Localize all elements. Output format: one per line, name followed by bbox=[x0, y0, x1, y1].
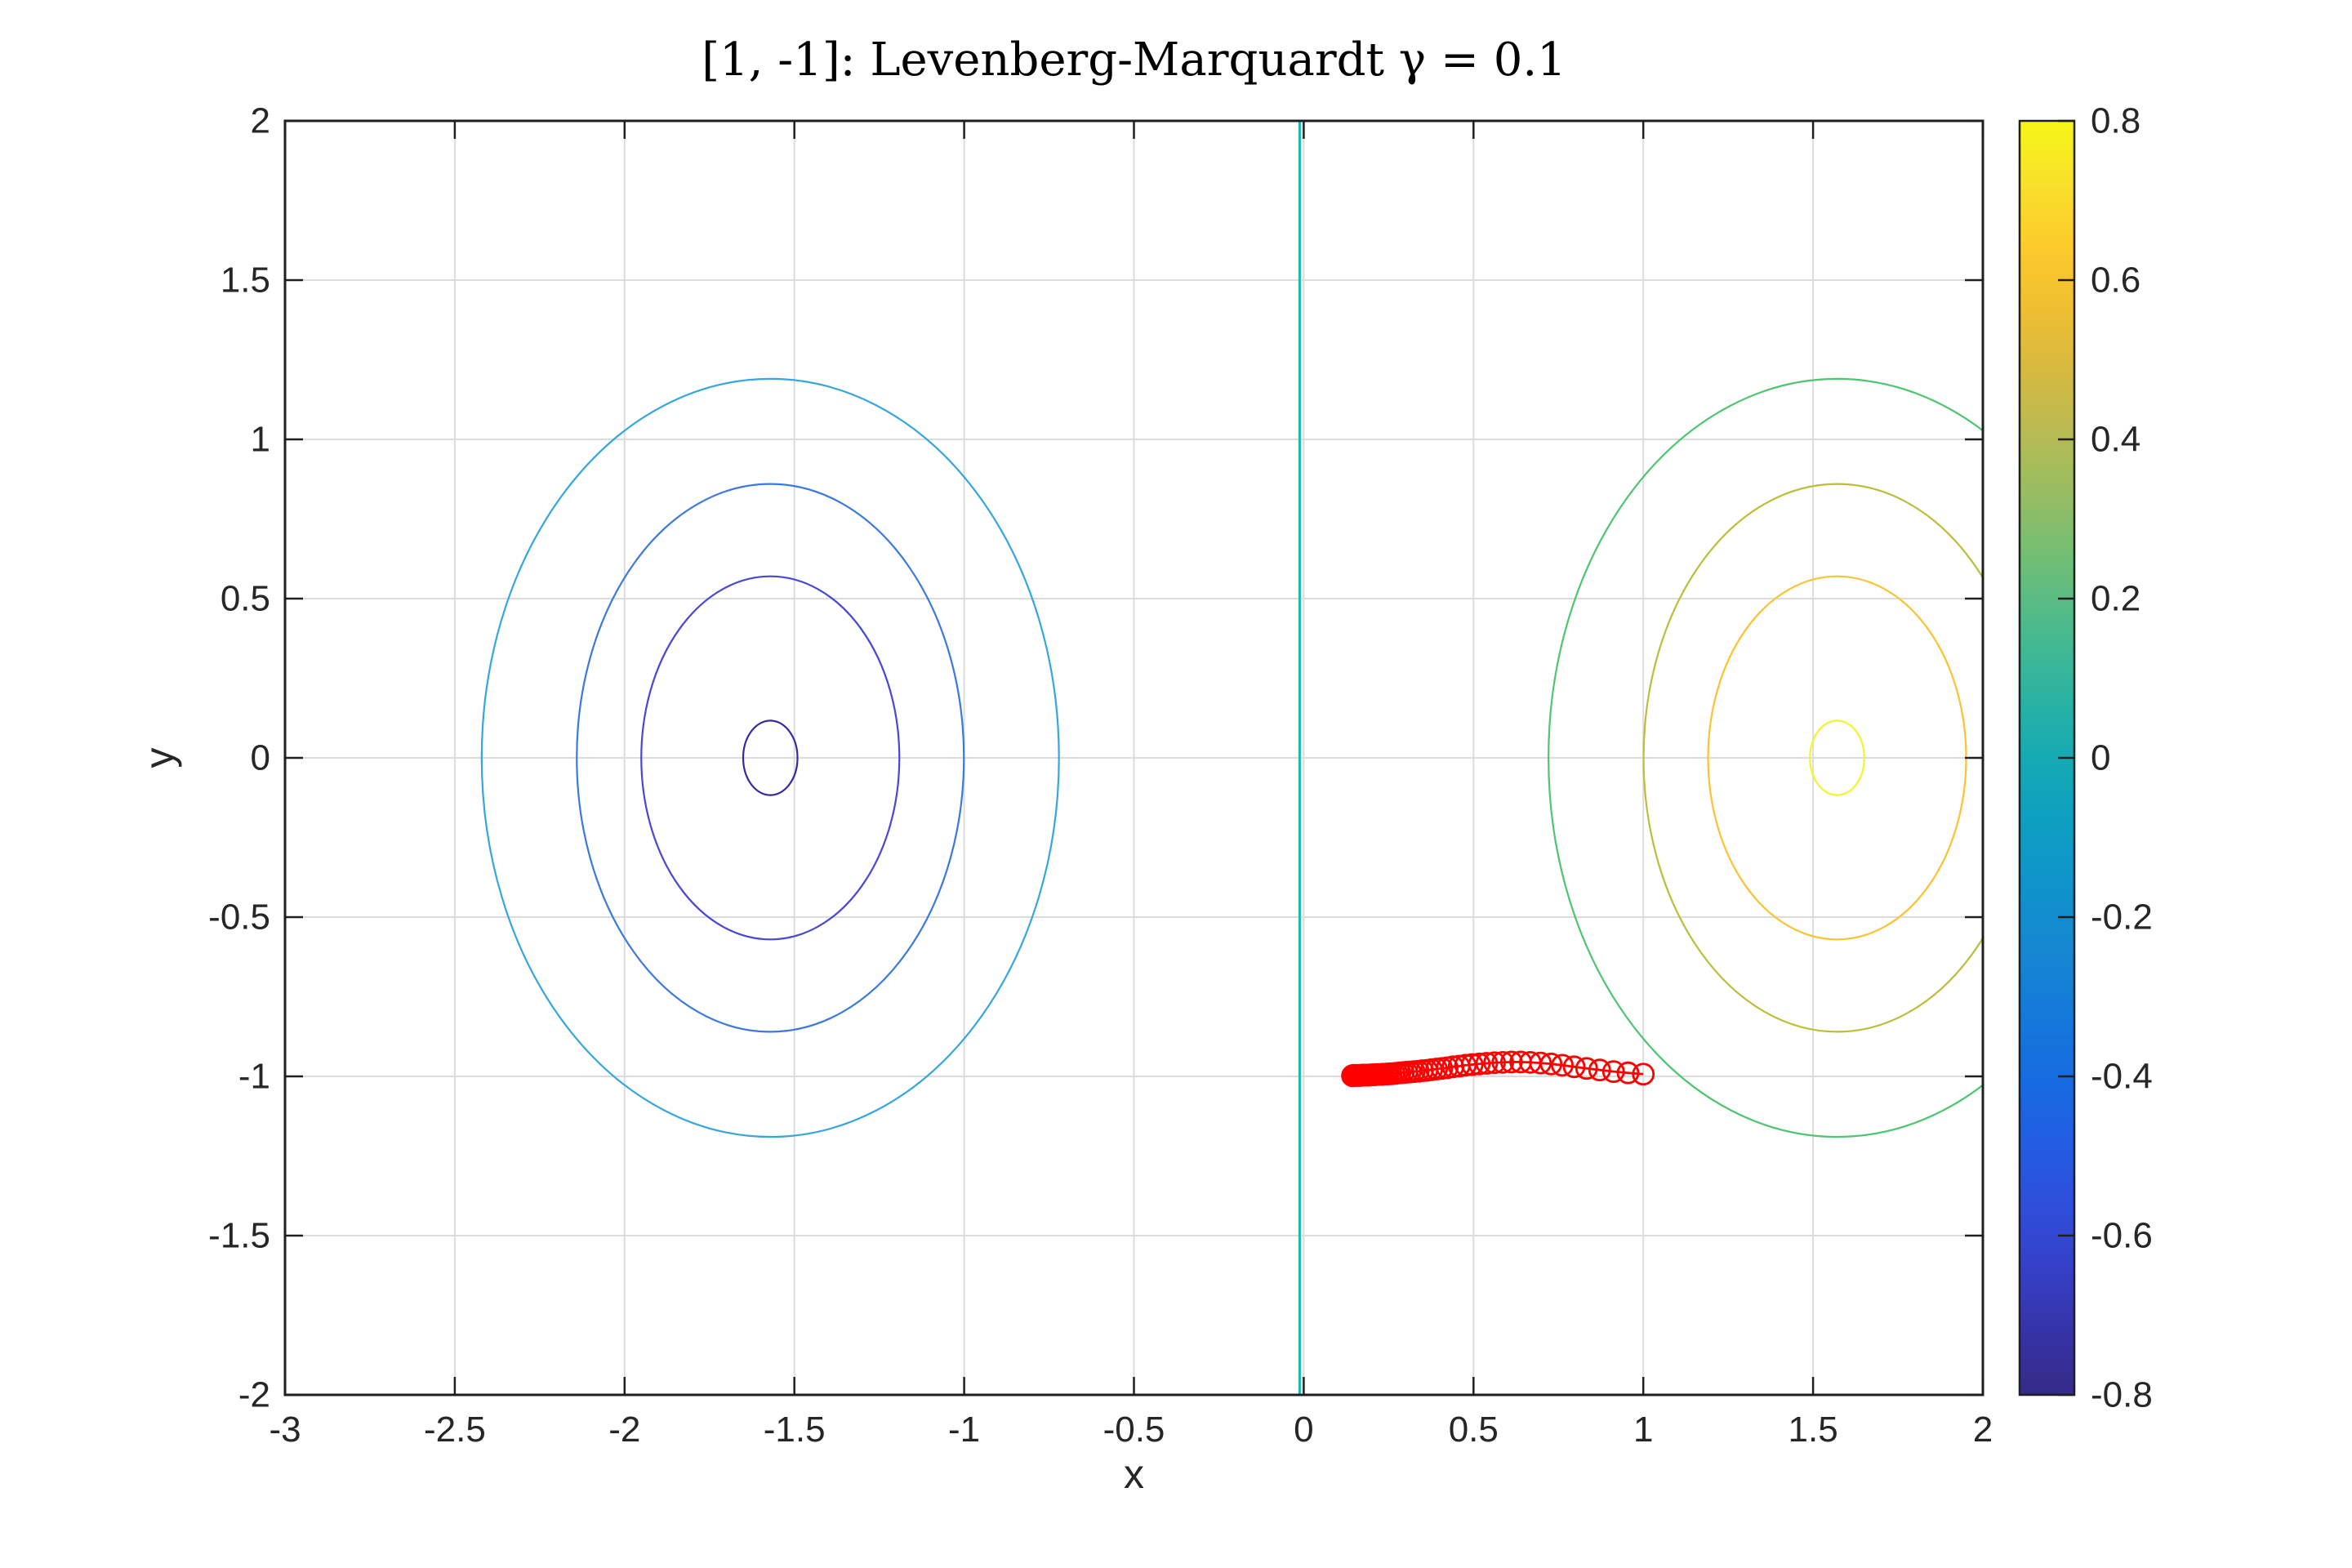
grid-layer bbox=[285, 121, 1983, 1395]
x-tick-label: -3 bbox=[269, 1410, 301, 1450]
contour-ring-level--0.8 bbox=[742, 719, 799, 796]
trajectory-marker bbox=[1551, 1054, 1574, 1077]
colorbar-bar bbox=[2018, 119, 2076, 1396]
contour-ring-level--0.6 bbox=[640, 575, 901, 941]
y-tick-label: 0 bbox=[251, 738, 270, 778]
trajectory-marker bbox=[1499, 1050, 1523, 1074]
axes-layer bbox=[283, 119, 1984, 1396]
x-tick-label: 0 bbox=[1294, 1410, 1313, 1450]
trajectory-marker bbox=[1616, 1061, 1640, 1085]
trajectory-marker bbox=[1575, 1057, 1598, 1080]
trajectory-marker bbox=[1483, 1051, 1506, 1075]
y-tick-label: 1.5 bbox=[220, 261, 270, 301]
trajectory-layer bbox=[1341, 1050, 1655, 1088]
x-tick-label: 2 bbox=[1973, 1410, 1993, 1450]
y-tick-label: -1 bbox=[238, 1057, 270, 1097]
x-tick-label: -1.5 bbox=[764, 1410, 826, 1450]
y-tick-label: 1 bbox=[251, 420, 270, 460]
colorbar-tick-label: 0.2 bbox=[2091, 579, 2140, 619]
x-axis-label: x bbox=[1124, 1451, 1144, 1497]
colorbar-tick-label: -0.8 bbox=[2091, 1375, 2153, 1415]
contour-ring-level-0.2 bbox=[1548, 377, 1983, 1138]
colorbar-tick-label: -0.2 bbox=[2091, 898, 2153, 938]
x-tick-label: -0.5 bbox=[1103, 1410, 1165, 1450]
x-tick-label: 1.5 bbox=[1788, 1410, 1838, 1450]
colorbar-tick-label: 0.4 bbox=[2091, 420, 2140, 460]
trajectory-marker bbox=[1562, 1055, 1586, 1079]
y-tick-label: -2 bbox=[238, 1375, 270, 1415]
contour-ring-level--0.2 bbox=[480, 377, 1060, 1138]
y-tick-label: -1.5 bbox=[208, 1216, 270, 1256]
x-tick-label: 1 bbox=[1633, 1410, 1653, 1450]
colorbar-tick-label: 0 bbox=[2091, 738, 2110, 778]
x-tick-label: -2 bbox=[608, 1410, 640, 1450]
trajectory-marker bbox=[1491, 1050, 1515, 1074]
trajectory-marker bbox=[1518, 1050, 1542, 1074]
plot-title: [1, -1]: Levenberg-Marquardt γ = 0.1 bbox=[702, 33, 1566, 87]
colorbar-tick-label: -0.6 bbox=[2091, 1216, 2153, 1256]
tick-label-layer: -3 -2.5 -2 -1.5 -1 -0.5 0 0.5 1 1.5 2 -2 -1.5 -1 -0.5 0… bbox=[208, 101, 1993, 1450]
y-axis-label: y bbox=[136, 748, 182, 768]
colorbar: 0.8 0.6 0.4 0.2 0 -0.2 -0.4 -0.6 -0.8 bbox=[2018, 101, 2153, 1415]
trajectory-marker bbox=[1588, 1058, 1611, 1082]
trajectory-marker bbox=[1632, 1062, 1655, 1086]
y-tick-label: -0.5 bbox=[208, 898, 270, 938]
contour-layer bbox=[480, 121, 1983, 1395]
contour-ring-level-0.4 bbox=[1642, 483, 1983, 1033]
trajectory-marker bbox=[1509, 1050, 1532, 1074]
x-tick-label: -2.5 bbox=[424, 1410, 486, 1450]
trajectory-marker bbox=[1341, 1064, 1365, 1088]
colorbar-tick-label: 0.6 bbox=[2091, 261, 2140, 301]
x-tick-label: 0.5 bbox=[1449, 1410, 1499, 1450]
y-tick-label: 0.5 bbox=[220, 579, 270, 619]
contour-ring-level-0.8 bbox=[1809, 719, 1865, 796]
colorbar-tick-label: -0.4 bbox=[2091, 1057, 2153, 1097]
trajectory-marker bbox=[1601, 1060, 1625, 1084]
y-tick-label: 2 bbox=[251, 101, 270, 141]
contour-ring-level--0.4 bbox=[576, 483, 965, 1033]
colorbar-tick-label: 0.8 bbox=[2091, 101, 2140, 141]
x-tick-label: -1 bbox=[948, 1410, 980, 1450]
